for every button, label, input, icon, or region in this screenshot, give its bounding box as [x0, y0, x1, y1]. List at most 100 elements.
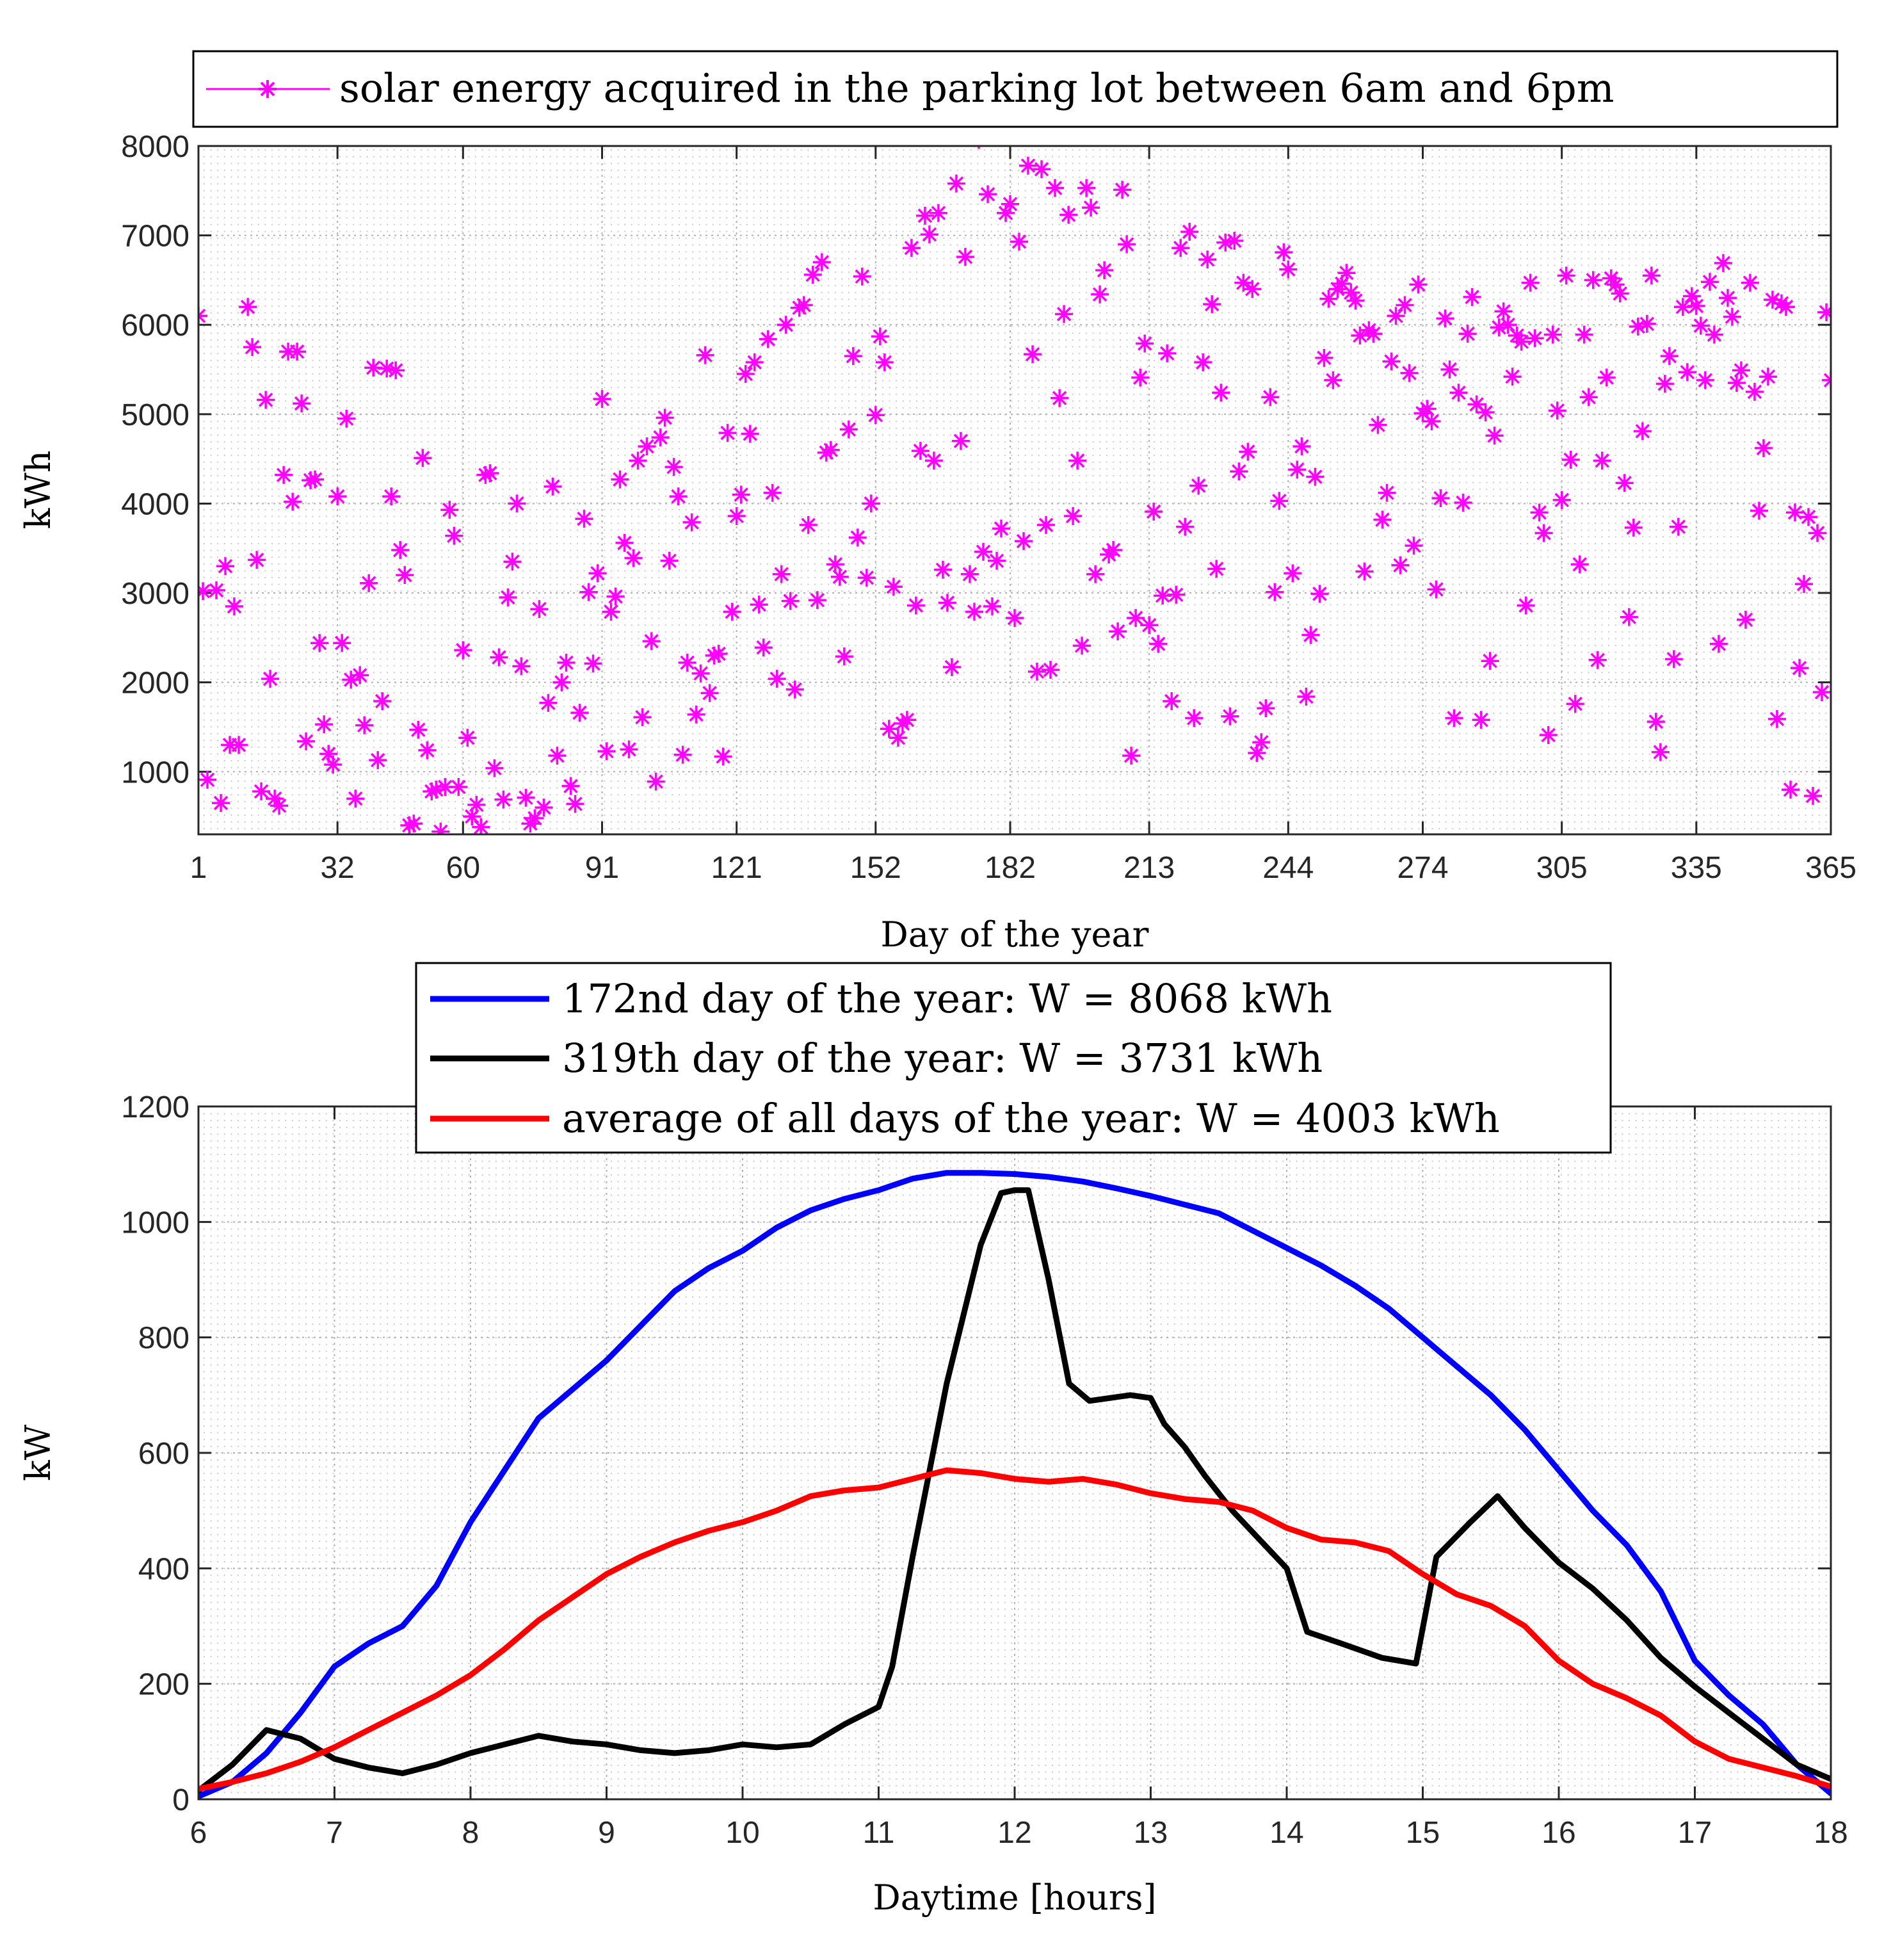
scatter-point — [812, 253, 831, 271]
scatter-points — [198, 146, 1831, 834]
scatter-point — [1642, 266, 1661, 285]
x-tick-label: 60 — [446, 851, 480, 885]
scatter-point — [1754, 439, 1773, 457]
scatter-point — [1127, 609, 1145, 628]
scatter-point — [1534, 524, 1553, 542]
scatter-point — [915, 206, 934, 225]
scatter-point — [1732, 361, 1750, 380]
x-tick-label: 121 — [711, 851, 762, 885]
x-tick-label: 11 — [863, 1816, 895, 1850]
scatter-point — [369, 751, 387, 770]
scatter-point — [597, 742, 616, 761]
scatter-point — [1042, 661, 1059, 679]
scatter-point — [1633, 422, 1652, 441]
scatter-point — [988, 551, 1006, 570]
x-tick-label: 365 — [1805, 851, 1856, 885]
scatter-point — [979, 185, 997, 204]
scatter-point — [700, 684, 719, 702]
scatter-point — [772, 565, 791, 583]
scatter-point — [1279, 260, 1298, 279]
scatter-point — [1077, 179, 1096, 197]
scatter-point — [857, 569, 876, 587]
scatter-point — [1808, 524, 1826, 542]
scatter-point — [337, 409, 356, 428]
scatter-point — [1091, 285, 1109, 304]
scatter-point — [454, 641, 472, 660]
scatter-point — [1503, 368, 1522, 386]
scatter-point — [1736, 610, 1755, 629]
scatter-point — [1131, 368, 1150, 387]
x-tick-label: 13 — [1134, 1816, 1168, 1850]
scatter-point — [1051, 389, 1069, 407]
scatter-point — [418, 741, 437, 759]
scatter-point — [1243, 280, 1262, 298]
scatter-point — [1194, 353, 1212, 371]
scatter-point — [1046, 179, 1064, 197]
x-tick-label: 8 — [462, 1816, 479, 1850]
scatter-point — [1620, 608, 1638, 626]
scatter-point — [906, 596, 925, 615]
scatter-point — [1767, 709, 1786, 728]
scatter-point — [207, 581, 225, 599]
scatter-point — [243, 338, 262, 357]
scatter-point — [1037, 515, 1055, 534]
scatter-point — [942, 658, 961, 676]
x-tick-label: 91 — [585, 851, 619, 885]
scatter-point — [481, 464, 499, 482]
scatter-point — [1122, 747, 1141, 765]
y-tick-label: 600 — [138, 1437, 189, 1471]
scatter-point — [1288, 460, 1307, 479]
y-tick-label: 1000 — [121, 1206, 189, 1240]
scatter-point — [508, 494, 526, 513]
scatter-point — [1185, 709, 1204, 727]
scatter-point — [1024, 345, 1042, 364]
x-tick-label: 213 — [1123, 851, 1175, 885]
scatter-point — [1566, 695, 1584, 713]
scatter-point — [252, 782, 271, 800]
y-tick-label: 5000 — [121, 398, 189, 432]
scatter-point — [647, 772, 665, 791]
scatter-point — [1301, 626, 1320, 644]
scatter-point — [1723, 307, 1741, 326]
scatter-point — [270, 797, 289, 815]
scatter-point — [503, 553, 522, 571]
scatter-point — [1378, 483, 1396, 502]
scatter-point — [1019, 156, 1037, 175]
scatter-point — [826, 555, 844, 574]
scatter-point — [1261, 388, 1280, 407]
scatter-point — [239, 298, 257, 316]
scatter-point — [1804, 787, 1822, 805]
scatter-point — [1718, 289, 1737, 307]
scatter-point — [445, 526, 463, 545]
scatter-point — [449, 778, 468, 796]
scatter-point — [1481, 652, 1499, 670]
scatter-point — [839, 420, 858, 439]
scatter-point — [584, 654, 602, 673]
scatter-point — [391, 541, 410, 559]
scatter-point — [602, 603, 620, 621]
scatter-point — [656, 409, 674, 427]
x-tick-label: 14 — [1269, 1816, 1303, 1850]
scatter-point — [1297, 688, 1316, 706]
scatter-point — [1118, 235, 1136, 254]
scatter-point — [261, 670, 280, 688]
scatter-point — [732, 485, 750, 504]
scatter-point — [588, 564, 607, 583]
scatter-y-tick-labels: 1000 2000 3000 4000 5000 6000 7000 8000 — [121, 130, 189, 790]
scatter-point — [741, 425, 759, 443]
scatter-point — [808, 591, 826, 610]
x-tick-label: 152 — [850, 851, 901, 885]
scatter-point — [1355, 562, 1374, 581]
scatter-point — [1597, 368, 1616, 387]
scatter-point — [803, 266, 822, 284]
scatter-point — [1664, 650, 1683, 668]
scatter-point — [1499, 316, 1517, 334]
scatter-point — [1418, 400, 1437, 418]
scatter-point — [1109, 622, 1127, 641]
y-tick-label: 400 — [138, 1552, 189, 1586]
scatter-point — [1180, 223, 1199, 241]
scatter-point — [1624, 519, 1643, 537]
scatter-point — [414, 449, 432, 467]
scatter-point — [629, 451, 647, 470]
scatter-point — [1095, 261, 1114, 280]
